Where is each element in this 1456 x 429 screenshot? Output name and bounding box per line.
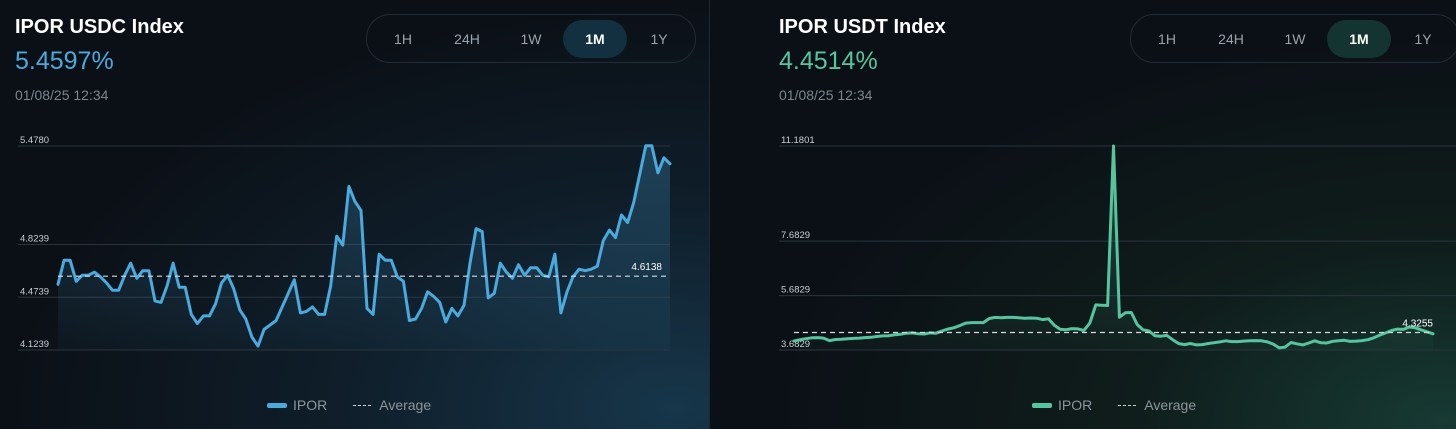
usdc-tab-24h[interactable]: 24H [454, 30, 480, 47]
usdt-tab-1h[interactable]: 1H [1158, 30, 1176, 47]
usdc-title: IPOR USDC Index [15, 16, 184, 38]
usdc-tick-label: 4.8239 [20, 234, 49, 245]
usdt-legend-average: Average [1144, 397, 1197, 413]
usdc-tab-1m[interactable]: 1M [563, 19, 627, 58]
panel-divider [709, 0, 710, 429]
usdc-legend-swatch [267, 402, 287, 408]
usdt-legend-average-dash [1118, 404, 1137, 406]
usdc-tick-label: 4.4739 [20, 286, 49, 297]
usdt-tick-label: 5.6829 [781, 285, 810, 296]
usdt-legend-swatch [1032, 402, 1052, 408]
usdc-legend-series: IPOR [293, 397, 328, 413]
usdt-legend: IPOR Average [1032, 397, 1196, 413]
usdc-tab-1y[interactable]: 1Y [650, 30, 668, 47]
usdt-value: 4.4514% [779, 47, 878, 75]
usdt-tick-label: 7.6829 [781, 230, 810, 241]
usdc-tick-label: 5.4780 [20, 135, 49, 146]
usdt-tab-24h[interactable]: 24H [1218, 30, 1244, 47]
usdc-tab-1w[interactable]: 1W [520, 30, 542, 47]
usdt-tab-1y[interactable]: 1Y [1414, 30, 1432, 47]
usdc-tab-1h[interactable]: 1H [394, 30, 412, 47]
usdt-tick-label: 11.1801 [781, 135, 815, 146]
usdc-panel: IPOR USDC Index 5.4597% 01/08/25 12:34 1… [0, 0, 710, 429]
usdt-tab-1m[interactable]: 1M [1327, 19, 1391, 58]
usdc-chart: 4.1239 4.4739 4.8239 5.4780 4.6138 [18, 135, 672, 351]
usdc-timestamp: 01/08/25 12:34 [15, 87, 109, 103]
usdt-legend-series: IPOR [1058, 397, 1093, 413]
usdc-value: 5.4597% [15, 47, 114, 75]
usdc-legend-average: Average [379, 397, 432, 413]
usdt-panel: IPOR USDT Index 4.4514% 01/08/25 12:34 1… [711, 0, 1456, 429]
usdt-series-line [792, 144, 1435, 350]
usdt-average-label: 4.3255 [1402, 319, 1433, 330]
usdc-series-area [58, 145, 670, 350]
usdt-timeframe-tabs: 1H 24H 1W 1M 1Y [1130, 14, 1456, 63]
usdc-timeframe-tabs: 1H 24H 1W 1M 1Y [366, 14, 696, 63]
usdt-tab-1w[interactable]: 1W [1284, 30, 1306, 47]
usdt-title: IPOR USDT Index [779, 16, 946, 38]
usdc-legend: IPOR Average [267, 397, 431, 413]
usdc-series-line [56, 144, 672, 348]
usdt-timestamp: 01/08/25 12:34 [779, 87, 873, 103]
usdc-tick-label: 4.1239 [20, 339, 49, 350]
usdt-series-area [794, 146, 1433, 350]
usdc-legend-average-dash [353, 404, 372, 406]
usdc-average-label: 4.6138 [631, 262, 662, 273]
